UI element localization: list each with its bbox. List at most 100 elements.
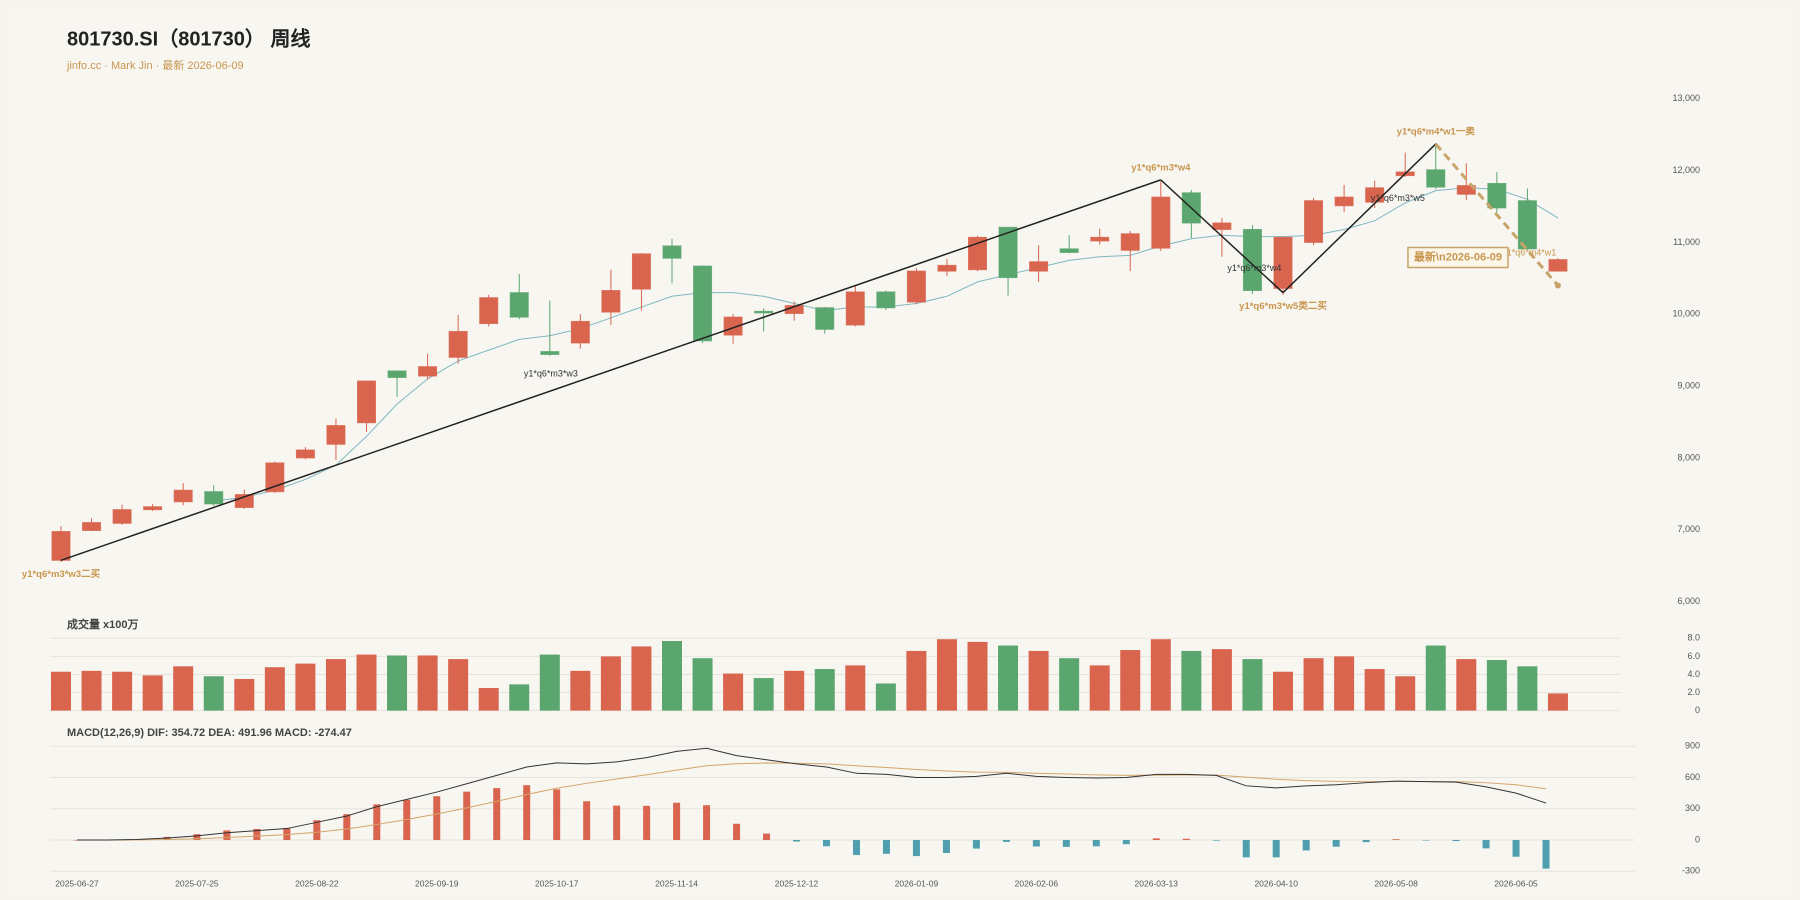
volume-bar — [539, 654, 560, 711]
volume-bar — [1486, 659, 1507, 711]
macd-bar — [223, 830, 231, 841]
volume-bar — [173, 666, 194, 711]
macd-bar — [1332, 840, 1340, 847]
candle-body — [1548, 259, 1568, 272]
volume-bar — [1242, 659, 1263, 711]
volume-bar — [325, 659, 346, 711]
volume-bar — [1211, 649, 1232, 711]
latest-box — [1407, 246, 1509, 269]
macd-bar — [733, 823, 741, 841]
y-tick-label: 10,000 — [1672, 309, 1700, 319]
y-tick-label: -300 — [1682, 866, 1700, 876]
volume-bar — [1150, 639, 1171, 711]
macd-bar — [673, 802, 681, 841]
dea-line — [77, 762, 1547, 841]
candle-body — [295, 449, 315, 459]
macd-bar — [553, 789, 561, 841]
candle-body — [1456, 185, 1476, 195]
candle-body — [1273, 236, 1293, 289]
y-tick-label: 600 — [1685, 772, 1700, 782]
stroke-label: y1*q6*m3*w4 — [1227, 263, 1281, 273]
volume-bar — [356, 654, 377, 711]
macd-bar — [1512, 840, 1520, 857]
macd-bar — [1002, 840, 1010, 842]
volume-bar — [81, 670, 102, 711]
volume-bar — [1547, 693, 1568, 711]
macd-bar — [852, 840, 860, 856]
macd-bar — [882, 840, 890, 854]
candle-body — [82, 522, 102, 531]
candle-body — [1120, 233, 1140, 251]
volume-bar — [387, 655, 408, 711]
volume-bar — [1059, 658, 1080, 711]
candle-body — [906, 270, 926, 303]
candle-body — [1059, 248, 1079, 253]
volume-bar — [631, 646, 652, 711]
candle-body — [1487, 182, 1507, 209]
macd-bar — [703, 805, 711, 841]
candle-body — [693, 265, 713, 342]
stroke-line — [1282, 143, 1437, 294]
chart-title: 801730.SI（801730） 周线 — [67, 26, 311, 50]
volume-bar — [906, 650, 927, 711]
volume-bar — [1273, 671, 1293, 711]
candle-body — [570, 320, 590, 344]
candle-body — [1090, 236, 1110, 242]
y-tick-label: 6.0 — [1687, 651, 1700, 661]
macd-bar — [1062, 840, 1070, 847]
macd-bar — [823, 840, 830, 847]
volume-bar — [1334, 656, 1355, 711]
candle-body — [357, 380, 376, 424]
candle-body — [326, 425, 346, 445]
y-tick-label: 12,000 — [1672, 165, 1700, 175]
volume-bar — [936, 639, 957, 711]
x-tick-label: 2026-06-05 — [1494, 878, 1538, 888]
volume-bar — [1456, 659, 1477, 711]
volume-bar — [509, 684, 530, 711]
macd-bar — [643, 805, 651, 841]
volume-bar — [967, 641, 988, 711]
candle-body — [845, 291, 865, 326]
x-tick-label: 2025-08-22 — [295, 878, 339, 888]
macd-bar — [1152, 838, 1160, 841]
candle-body — [265, 462, 285, 493]
volume-bar — [1089, 665, 1110, 711]
stroke-label: y1*q6*m3*w5 — [1371, 193, 1425, 203]
candle-body — [601, 290, 621, 313]
stroke-label: y1*q6*m3*w3 — [524, 368, 578, 378]
candle-body — [1151, 196, 1171, 249]
macd-title: MACD(12,26,9) DIF: 354.72 DEA: 491.96 MA… — [67, 727, 352, 739]
x-tick-label: 2026-02-06 — [1015, 878, 1059, 888]
volume-bar — [600, 656, 621, 711]
volume-bar — [662, 641, 682, 711]
candle-body — [173, 489, 193, 503]
macd-bar — [1482, 840, 1490, 849]
macd-bar — [1182, 838, 1190, 841]
volume-bar — [295, 663, 316, 711]
candle-body — [51, 531, 71, 561]
volume-bar — [814, 669, 835, 711]
volume-bar — [1517, 666, 1538, 711]
signal-label: y1*q6*m3*w3二买 — [22, 569, 101, 580]
panel-background — [8, 8, 1792, 892]
candle-body — [968, 236, 987, 271]
x-tick-label: 2025-11-14 — [655, 878, 698, 888]
x-tick-label: 2025-09-19 — [415, 878, 459, 888]
macd-bar — [942, 840, 950, 853]
macd-bar — [1452, 840, 1460, 842]
candle-body — [387, 370, 407, 378]
candle-body — [815, 307, 835, 330]
volume-bar — [203, 676, 224, 711]
macd-bar — [343, 814, 351, 841]
y-tick-label: 9,000 — [1677, 380, 1700, 390]
macd-bar — [463, 791, 471, 841]
macd-bar — [1242, 840, 1250, 858]
candle-body — [1212, 222, 1232, 230]
macd-bar — [283, 827, 291, 841]
x-tick-label: 2025-12-12 — [775, 878, 819, 888]
volume-bar — [264, 667, 285, 711]
macd-bar — [373, 804, 381, 841]
stroke-label: y1*q6*m4*w1 — [1502, 247, 1556, 257]
